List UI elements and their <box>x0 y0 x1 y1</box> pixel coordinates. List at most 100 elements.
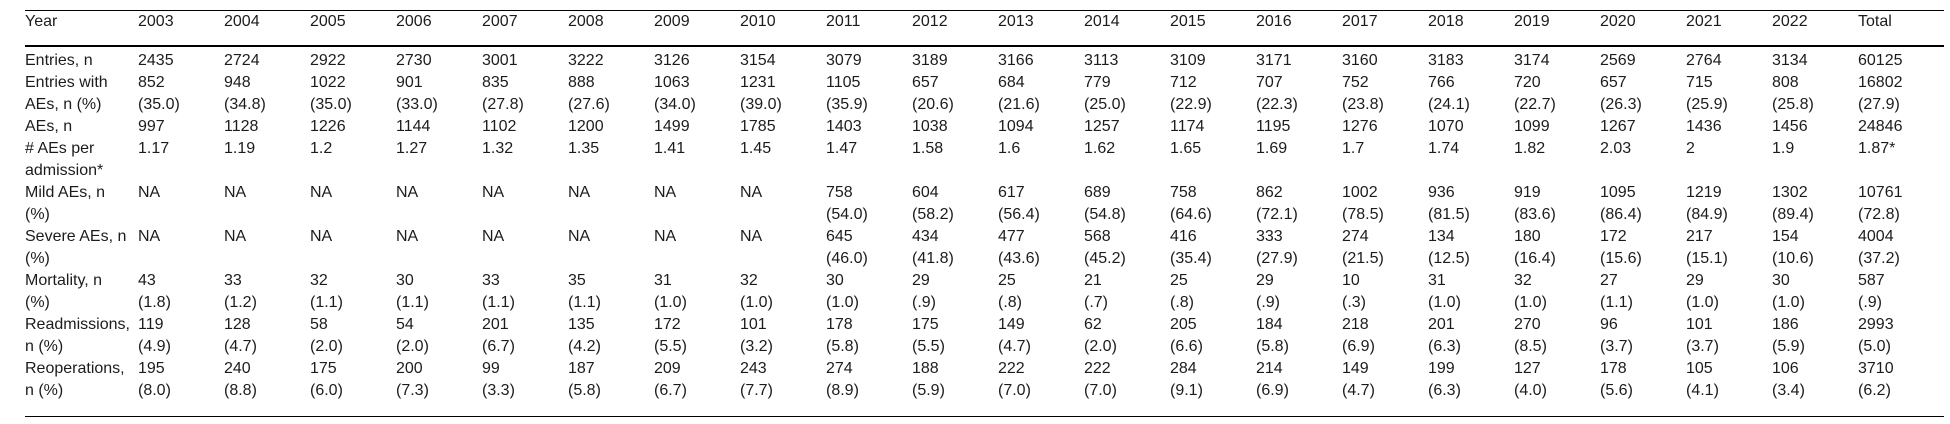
row-label-line: Entries with <box>25 74 108 91</box>
table-cell: 715 (25.9) <box>1686 72 1772 116</box>
table-cell: 3001 <box>482 46 568 72</box>
table-cell: 416 (35.4) <box>1170 226 1256 270</box>
table-cell: 720 (22.7) <box>1514 72 1600 116</box>
table-cell: 3109 <box>1170 46 1256 72</box>
table-cell: 1002 (78.5) <box>1342 182 1428 226</box>
cell-line: (2.0) <box>396 338 429 355</box>
cell-line: 1195 <box>1256 118 1291 135</box>
cell-line: (5.9) <box>1772 338 1805 355</box>
table-cell: 1267 <box>1600 116 1686 138</box>
cell-line: (8.9) <box>826 382 859 399</box>
cell-line: (84.9) <box>1686 206 1728 223</box>
cell-line: (56.4) <box>998 206 1040 223</box>
table-cell: 184 (5.8) <box>1256 314 1342 358</box>
row-label: Mild AEs, n (%) <box>25 182 138 226</box>
cell-line: 707 <box>1256 74 1283 91</box>
row-label: Readmissions, n (%) <box>25 314 138 358</box>
table-cell: 186 (5.9) <box>1772 314 1858 358</box>
cell-line: 1102 <box>482 118 517 135</box>
cell-line: (10.6) <box>1772 250 1814 267</box>
cell-line: 209 <box>654 360 681 377</box>
cell-line: 178 <box>826 316 853 333</box>
column-header: 2015 <box>1170 10 1256 47</box>
cell-line: (1.1) <box>396 294 429 311</box>
cell-line: 1.47 <box>826 140 858 157</box>
cell-line: 274 <box>1342 228 1369 245</box>
cell-line: (6.3) <box>1428 382 1461 399</box>
cell-line: 30 <box>826 272 844 289</box>
cell-line: (21.6) <box>998 96 1040 113</box>
table-body: Entries, n 2435 2724 2922 2730 3001 3222 3126 31… <box>25 46 1944 417</box>
table-cell: 3171 <box>1256 46 1342 72</box>
cell-line: 1105 <box>826 74 861 91</box>
table-cell: NA <box>138 226 224 270</box>
cell-line: (41.8) <box>912 250 954 267</box>
table-cell: 35 (1.1) <box>568 270 654 314</box>
cell-line: (20.6) <box>912 96 954 113</box>
cell-line: 2 <box>1686 140 1695 157</box>
table-cell: 58 (2.0) <box>310 314 396 358</box>
table-cell: NA <box>482 226 568 270</box>
table-cell: 99 (3.3) <box>482 358 568 417</box>
table-cell: 29 (1.0) <box>1686 270 1772 314</box>
cell-line: NA <box>224 228 247 245</box>
cell-line: 948 <box>224 74 251 91</box>
cell-line: 240 <box>224 360 251 377</box>
cell-line: (5.8) <box>568 382 601 399</box>
table-cell: 1.62 <box>1084 138 1170 182</box>
cell-line: 901 <box>396 74 423 91</box>
cell-line: 2.03 <box>1600 140 1632 157</box>
row-label: AEs, n <box>25 116 138 138</box>
cell-line: NA <box>654 184 677 201</box>
cell-line: (46.0) <box>826 250 868 267</box>
cell-line: 1144 <box>396 118 431 135</box>
cell-line: (7.0) <box>998 382 1031 399</box>
cell-line: (4.9) <box>138 338 171 355</box>
table-cell: 997 <box>138 116 224 138</box>
cell-line: (27.6) <box>568 96 610 113</box>
cell-line: 25 <box>1170 272 1188 289</box>
table-cell: 1200 <box>568 116 654 138</box>
table-cell: 919 (83.6) <box>1514 182 1600 226</box>
table-cell: NA <box>138 182 224 226</box>
cell-line: 201 <box>482 316 509 333</box>
table-cell: 284 (9.1) <box>1170 358 1256 417</box>
table-cell: 101 (3.2) <box>740 314 826 358</box>
cell-line: 684 <box>998 74 1025 91</box>
cell-line: (4.2) <box>568 338 601 355</box>
cell-line: (3.7) <box>1600 338 1633 355</box>
table-row: Readmissions, n (%) 119 (4.9) 128 (4.7) 58 (2.0… <box>25 314 1944 358</box>
cell-line: (1.0) <box>1772 294 1805 311</box>
table-cell: 209 (6.7) <box>654 358 740 417</box>
year-column-header: Year <box>25 10 138 47</box>
cell-line: 689 <box>1084 184 1111 201</box>
cell-line: NA <box>138 184 161 201</box>
table-cell: 1.32 <box>482 138 568 182</box>
cell-line: 888 <box>568 74 595 91</box>
cell-line: 3113 <box>1084 52 1119 69</box>
table-cell: 657 (26.3) <box>1600 72 1686 116</box>
cell-line: 16802 <box>1858 74 1903 91</box>
header-row: Year 2003 2004 2005 2006 2007 2008 2009 2010 2011… <box>25 10 1944 47</box>
table-cell: 835 (27.8) <box>482 72 568 116</box>
cell-line: (.8) <box>1170 294 1194 311</box>
table-cell: 154 (10.6) <box>1772 226 1858 270</box>
table-cell: 758 (54.0) <box>826 182 912 226</box>
cell-line: 3189 <box>912 52 948 69</box>
cell-line: (6.9) <box>1342 338 1375 355</box>
table-cell: 1.74 <box>1428 138 1514 182</box>
cell-line: 184 <box>1256 316 1283 333</box>
row-label-line: n (%) <box>25 382 64 399</box>
table-cell: 1.82 <box>1514 138 1600 182</box>
table-cell: 27 (1.1) <box>1600 270 1686 314</box>
table-cell: 243 (7.7) <box>740 358 826 417</box>
column-header: 2003 <box>138 10 224 47</box>
table-cell: NA <box>568 226 654 270</box>
cell-line: (1.0) <box>1514 294 1547 311</box>
cell-line: 32 <box>740 272 758 289</box>
cell-line: 657 <box>1600 74 1627 91</box>
cell-line: (26.3) <box>1600 96 1642 113</box>
cell-line: 4004 <box>1858 228 1894 245</box>
table-row: Reoperations, n (%) 195 (8.0) 240 (8.8) 175 (6.… <box>25 358 1944 417</box>
cell-line: 1.45 <box>740 140 772 157</box>
